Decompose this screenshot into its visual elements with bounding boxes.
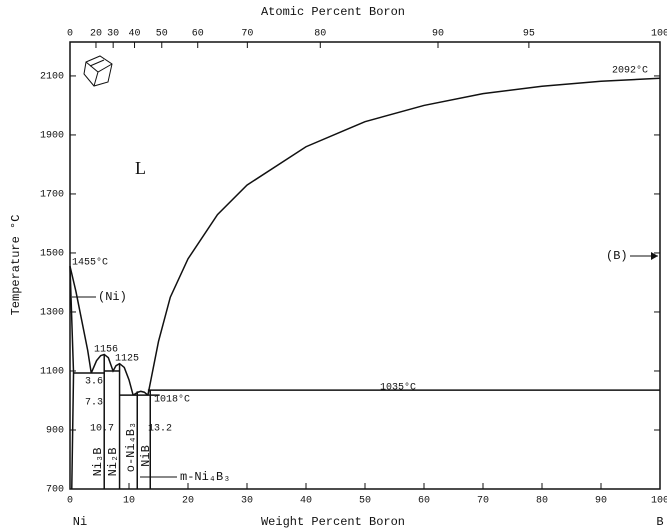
logo-icon: [84, 56, 112, 86]
x-tick-label: 0: [67, 496, 73, 507]
x-tick-label: 70: [477, 496, 489, 507]
annotation: 2092°C: [612, 65, 648, 77]
annotation: 10.7: [90, 424, 114, 435]
top-tick-label: 0: [67, 29, 73, 40]
phase-boundary: [148, 78, 660, 395]
annotation: 1035°C: [380, 382, 416, 394]
y-tick-label: 1500: [40, 249, 64, 260]
x-tick-label: 10: [123, 496, 135, 507]
x-tick-label: 90: [595, 496, 607, 507]
top-axis-label: Atomic Percent Boron: [261, 5, 405, 19]
top-tick-label: 50: [156, 29, 168, 40]
top-tick-label: 80: [314, 29, 326, 40]
x-tick-label: 100: [651, 496, 667, 507]
top-tick-label: 90: [432, 29, 444, 40]
annotation: 1455°C: [72, 257, 108, 269]
y-tick-label: 2100: [40, 72, 64, 83]
x-tick-label: 20: [182, 496, 194, 507]
y-tick-label: 900: [46, 426, 64, 437]
annotation: 3.6: [85, 377, 103, 388]
y-tick-label: 1900: [40, 131, 64, 142]
x-axis-label: Weight Percent Boron: [261, 515, 405, 529]
x-tick-label: 50: [359, 496, 371, 507]
y-tick-label: 700: [46, 485, 64, 496]
top-tick-label: 95: [523, 29, 535, 40]
chart: Atomic Percent Boron Weight Percent Boro…: [0, 0, 667, 532]
annotation: m-Ni₄B₃: [180, 470, 230, 484]
top-tick-label: 60: [192, 29, 204, 40]
x-tick-label: 60: [418, 496, 430, 507]
annotation: o-Ni₄B₃: [124, 422, 138, 472]
top-tick-label: 70: [241, 29, 253, 40]
annotation: 1018°C: [154, 394, 190, 406]
y-tick-label: 1700: [40, 190, 64, 201]
annotation: (Ni): [98, 290, 127, 304]
annotation: Ni₂B: [106, 448, 120, 477]
annotation: Ni₃B: [91, 448, 105, 477]
annotation: 13.2: [148, 424, 172, 435]
annotation: NiB: [139, 445, 153, 467]
top-tick-label: 20: [90, 29, 102, 40]
x-tick-label: 80: [536, 496, 548, 507]
top-tick-label: 30: [107, 29, 119, 40]
y-tick-label: 1300: [40, 308, 64, 319]
x-tick-label: 30: [241, 496, 253, 507]
plot-frame: [70, 42, 660, 489]
annotation: B: [656, 515, 663, 529]
y-tick-label: 1100: [40, 367, 64, 378]
x-tick-label: 40: [300, 496, 312, 507]
annotation: 1125: [115, 354, 139, 365]
top-tick-label: 100: [651, 29, 667, 40]
y-axis-label: Temperature °C: [9, 215, 23, 316]
annotation: (B): [606, 249, 628, 263]
annotation: 7.3: [85, 398, 103, 409]
annotation: Ni: [73, 515, 87, 529]
top-tick-label: 40: [129, 29, 141, 40]
annotation: L: [135, 158, 146, 178]
